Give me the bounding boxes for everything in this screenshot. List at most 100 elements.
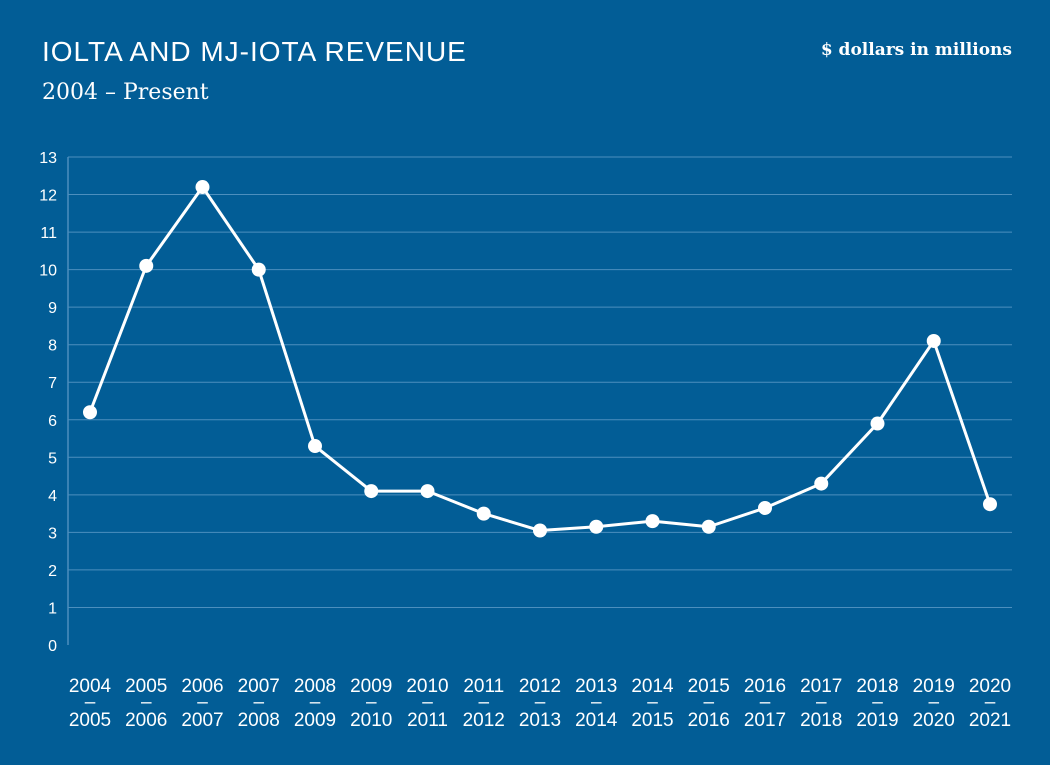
data-point [364,484,379,499]
x-tick-label-part: 2015 [631,710,673,731]
x-tick-label: 2012–2013 [519,676,561,731]
x-tick-label-part: 2017 [800,676,842,697]
x-tick-label-part: 2018 [800,710,842,731]
x-tick-label-part: 2009 [294,710,336,731]
y-tick-label: 13 [39,150,57,167]
x-tick-label-part: 2014 [631,676,674,697]
x-tick-label: 2004–2005 [69,676,112,731]
data-point [645,514,660,529]
x-tick-label: 2019–2020 [913,676,955,731]
x-tick-label-part: 2010 [406,676,448,697]
data-point [251,262,266,277]
x-tick-label: 2013–2014 [575,676,618,731]
y-tick-label: 1 [48,600,57,617]
x-tick-label-part: 2019 [913,676,955,697]
x-tick-label: 2006–2007 [181,676,223,731]
series-layer [83,180,997,538]
x-tick-label-part: 2004 [69,676,112,697]
y-tick-label: 5 [48,450,57,467]
data-point [139,258,154,273]
y-tick-label: 9 [48,300,57,317]
x-tick-label-part: 2006 [125,710,167,731]
series-line [88,185,992,533]
x-tick-label-part: 2013 [519,710,561,731]
x-tick-label-part: 2011 [463,676,504,697]
x-tick-label-part: – [591,692,602,713]
y-tick-label: 8 [48,338,57,355]
chart-subtitle: 2004 – Present [42,80,209,105]
y-tick-label: 2 [48,563,57,580]
x-tick-label-part: – [310,692,321,713]
x-tick-label-part: – [197,692,208,713]
x-tick-label-part: 2020 [969,676,1011,697]
y-tick-label: 3 [48,525,57,542]
data-point [476,506,491,521]
x-tick-label-part: 2011 [407,710,448,731]
x-tick-label-part: 2020 [913,710,955,731]
grid-layer [67,156,1012,645]
x-tick-label-part: 2010 [350,710,392,731]
x-tick-label-part: 2012 [519,676,561,697]
x-tick-label-part: – [141,692,152,713]
data-point [926,333,941,348]
x-tick-label-part: – [253,692,264,713]
x-tick-label-part: – [985,692,996,713]
x-tick-label: 2014–2015 [631,676,674,731]
x-tick-label-part: 2016 [688,710,730,731]
x-tick-label-part: – [366,692,377,713]
x-tick-label-part: 2005 [125,676,167,697]
y-tick-label: 10 [39,263,57,280]
x-tick-label-part: – [928,692,939,713]
x-tick-label-part: 2017 [744,710,786,731]
x-tick-label-part: 2013 [575,676,617,697]
y-tick-label: 6 [48,413,57,430]
x-tick-label: 2008–2009 [294,676,336,731]
x-tick-label: 2017–2018 [800,676,842,731]
y-tick-label: 7 [48,375,57,392]
x-tick-label-part: – [85,692,96,713]
x-tick-label: 2018–2019 [856,676,898,731]
x-tick-label-part: 2008 [238,710,280,731]
data-point [420,484,435,499]
data-point [814,476,829,491]
x-tick-label: 2007–2008 [238,676,280,731]
x-tick-label-part: 2007 [181,710,223,731]
x-tick-label-part: 2014 [575,710,618,731]
y-tick-label: 4 [48,488,57,505]
x-tick-label-part: 2012 [463,710,505,731]
data-point [758,500,772,515]
x-tick-label: 2005–2006 [125,676,167,731]
x-tick-label-part: 2019 [856,710,898,731]
x-axis-ticks: 2004–20052005–20062006–20072007–20082008… [69,676,1011,731]
x-tick-label: 2020–2021 [969,676,1011,731]
x-tick-label-part: 2021 [969,710,1011,731]
x-tick-label: 2016–2017 [744,676,786,731]
units-label: $ dollars in millions [820,40,1012,60]
x-tick-label: 2009–2010 [350,676,392,731]
x-tick-label-part: 2016 [744,676,786,697]
x-tick-label: 2015–2016 [688,676,730,731]
x-tick-label-part: – [478,692,489,713]
data-point [701,519,716,534]
data-point [533,523,547,538]
x-tick-label: 2011–2012 [463,676,505,731]
x-tick-label-part: – [422,692,433,713]
x-tick-label-part: – [535,692,546,713]
data-point [983,497,997,512]
x-tick-label-part: 2009 [350,676,392,697]
x-tick-label-part: – [816,692,827,713]
x-tick-label-part: 2008 [294,676,336,697]
y-tick-label: 12 [39,188,57,205]
x-tick-label: 2010–2011 [406,676,448,731]
x-tick-label-part: 2015 [688,676,730,697]
y-tick-label: 11 [40,225,57,242]
data-point [308,439,322,454]
x-tick-label-part: 2006 [181,676,223,697]
x-tick-label-part: 2018 [856,676,898,697]
data-point [589,519,604,534]
data-point [195,180,210,195]
x-tick-label-part: – [703,692,714,713]
x-tick-label-part: 2007 [238,676,280,697]
data-point [83,405,97,420]
